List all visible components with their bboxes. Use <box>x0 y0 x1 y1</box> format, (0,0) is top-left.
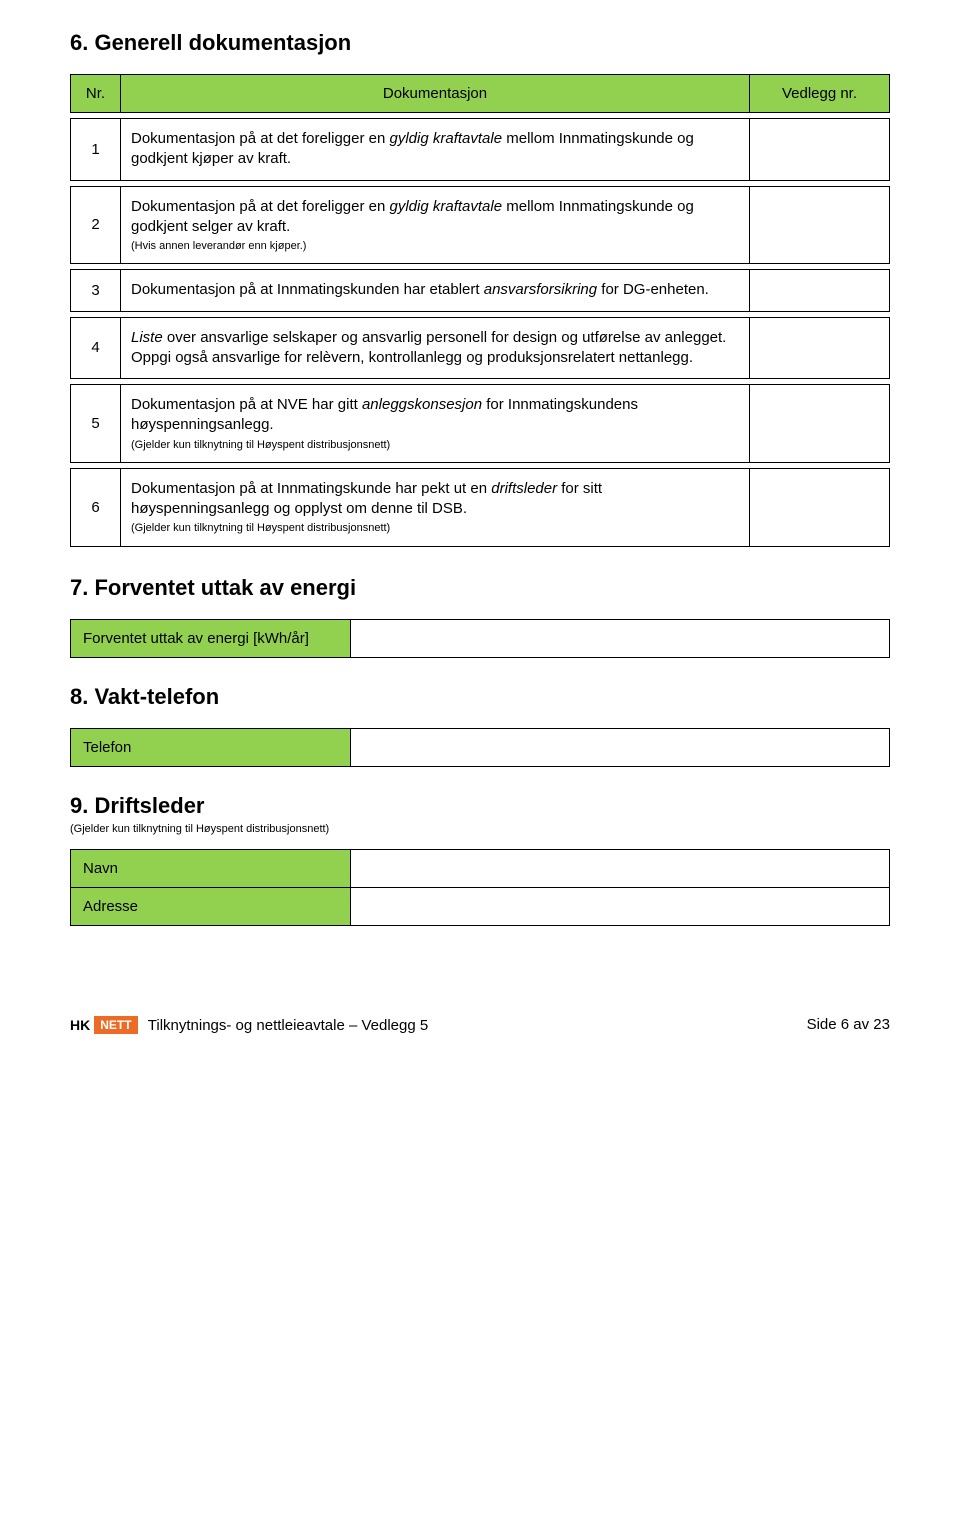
section-8-table: Telefon <box>70 728 890 767</box>
row-num: 5 <box>71 385 121 463</box>
row-doc: Dokumentasjon på at Innmatingskunde har … <box>121 468 750 546</box>
name-label: Navn <box>71 849 351 887</box>
row-doc: Dokumentasjon på at det foreligger en gy… <box>121 119 750 181</box>
address-value <box>351 887 890 925</box>
row-doc: Dokumentasjon på at NVE har gitt anleggs… <box>121 385 750 463</box>
row-text-pre: Dokumentasjon på at det foreligger en <box>131 130 390 147</box>
logo-icon: HK NETT <box>70 1016 138 1034</box>
row-vedlegg <box>750 119 890 181</box>
row-text-pre: Dokumentasjon på at Innmatingskunden har… <box>131 281 484 298</box>
section-8-title: 8. Vakt-telefon <box>70 684 890 710</box>
row-note: (Gjelder kun tilknytning til Høyspent di… <box>131 438 739 452</box>
documentation-table: Nr. Dokumentasjon Vedlegg nr. 1 Dokument… <box>70 74 890 547</box>
table-row: 3 Dokumentasjon på at Innmatingskunden h… <box>71 270 890 311</box>
page-footer: HK NETT Tilknytnings- og nettleieavtale … <box>0 992 960 1054</box>
row-vedlegg <box>750 317 890 379</box>
table-row: 1 Dokumentasjon på at det foreligger en … <box>71 119 890 181</box>
section-9-note: (Gjelder kun tilknytning til Høyspent di… <box>70 823 890 835</box>
section-9-table: Navn Adresse <box>70 849 890 926</box>
row-doc: Liste over ansvarlige selskaper og ansva… <box>121 317 750 379</box>
row-vedlegg <box>750 270 890 311</box>
row-doc: Dokumentasjon på at det foreligger en gy… <box>121 186 750 264</box>
row-num: 2 <box>71 186 121 264</box>
col-header-doc: Dokumentasjon <box>121 75 750 113</box>
logo-hk-text: HK <box>70 1017 90 1033</box>
footer-left: HK NETT Tilknytnings- og nettleieavtale … <box>70 1016 428 1034</box>
section-9-title: 9. Driftsleder <box>70 793 890 819</box>
row-text-pre: Dokumentasjon på at NVE har gitt <box>131 396 362 413</box>
section-7-title: 7. Forventet uttak av energi <box>70 575 890 601</box>
row-text-italic: ansvarsforsikring <box>484 281 597 298</box>
table-row: 2 Dokumentasjon på at det foreligger en … <box>71 186 890 264</box>
col-header-ved: Vedlegg nr. <box>750 75 890 113</box>
table-row: 4 Liste over ansvarlige selskaper og ans… <box>71 317 890 379</box>
logo-nett-text: NETT <box>94 1016 137 1034</box>
footer-page-number: Side 6 av 23 <box>807 1016 890 1033</box>
row-text-post: for DG-enheten. <box>597 281 709 298</box>
page-content: 6. Generell dokumentasjon Nr. Dokumentas… <box>0 0 960 992</box>
row-doc: Dokumentasjon på at Innmatingskunden har… <box>121 270 750 311</box>
section-6-title: 6. Generell dokumentasjon <box>70 30 890 56</box>
row-text-italic: driftsleder <box>491 480 557 497</box>
phone-label: Telefon <box>71 728 351 766</box>
row-vedlegg <box>750 468 890 546</box>
section-7-table: Forventet uttak av energi [kWh/år] <box>70 619 890 658</box>
row-num: 4 <box>71 317 121 379</box>
row-text-italic: gyldig kraftavtale <box>390 130 503 147</box>
name-value <box>351 849 890 887</box>
row-num: 3 <box>71 270 121 311</box>
row-text-post: over ansvarlige selskaper og ansvarlig p… <box>131 329 726 366</box>
footer-doc-title: Tilknytnings- og nettleieavtale – Vedleg… <box>148 1017 428 1034</box>
table-row: 6 Dokumentasjon på at Innmatingskunde ha… <box>71 468 890 546</box>
row-text-pre: Dokumentasjon på at det foreligger en <box>131 198 390 215</box>
table-header-row: Nr. Dokumentasjon Vedlegg nr. <box>71 75 890 113</box>
row-vedlegg <box>750 385 890 463</box>
expected-consumption-value <box>351 619 890 657</box>
row-note: (Gjelder kun tilknytning til Høyspent di… <box>131 521 739 535</box>
table-row: 5 Dokumentasjon på at NVE har gitt anleg… <box>71 385 890 463</box>
row-vedlegg <box>750 186 890 264</box>
row-note: (Hvis annen leverandør enn kjøper.) <box>131 239 739 253</box>
row-num: 1 <box>71 119 121 181</box>
col-header-nr: Nr. <box>71 75 121 113</box>
expected-consumption-label: Forventet uttak av energi [kWh/år] <box>71 619 351 657</box>
row-text-italic: gyldig kraftavtale <box>390 198 503 215</box>
phone-value <box>351 728 890 766</box>
address-label: Adresse <box>71 887 351 925</box>
row-text-italic: anleggskonsesjon <box>362 396 482 413</box>
row-text-italic: Liste <box>131 329 163 346</box>
row-num: 6 <box>71 468 121 546</box>
row-text-pre: Dokumentasjon på at Innmatingskunde har … <box>131 480 491 497</box>
